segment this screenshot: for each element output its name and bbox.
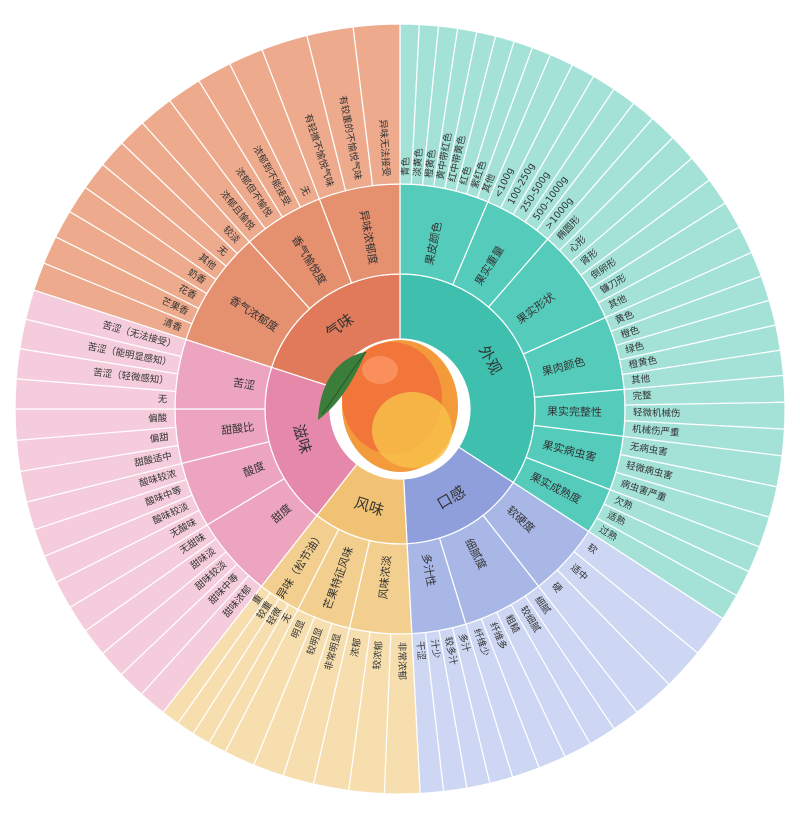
descriptor-label-appearance-4-2: 机械伤严重 <box>632 423 681 439</box>
descriptor-label-taste-2-1: 偏甜 <box>149 431 170 445</box>
attribute-label-taste-3: 苦涩 <box>232 376 256 392</box>
attribute-label-flavor-0: 风味浓淡 <box>377 555 394 600</box>
descriptor-label-appearance-3-4: 其他 <box>631 372 652 386</box>
descriptor-label-texture-2-3: 干涩 <box>414 641 427 661</box>
descriptor-label-aroma-2-2: 异味无法接受 <box>377 119 392 177</box>
descriptor-label-texture-2-2: 汁少 <box>428 639 443 660</box>
descriptor-label-appearance-0-0: 青色 <box>399 156 411 176</box>
descriptor-label-appearance-4-1: 轻微机械伤 <box>633 407 681 420</box>
descriptor-label-appearance-3-1: 橙色 <box>619 324 641 342</box>
mango-icon <box>318 340 458 472</box>
descriptor-label-appearance-4-0: 完整 <box>632 389 652 402</box>
descriptor-label-flavor-0-0: 非常浓郁 <box>396 642 408 681</box>
descriptor-label-taste-3-0: 无 <box>157 394 167 405</box>
descriptor-label-taste-2-2: 偏酸 <box>148 412 168 425</box>
descriptor-label-aroma-1-3: 无 <box>298 185 312 199</box>
descriptor-label-flavor-0-2: 浓郁 <box>348 637 363 658</box>
descriptor-label-appearance-3-2: 绿色 <box>624 339 646 356</box>
descriptor-label-flavor-0-1: 较浓郁 <box>371 640 385 670</box>
attribute-label-appearance-4: 果实完整性 <box>547 404 602 419</box>
descriptor-label-appearance-0-5: 红色 <box>457 164 474 186</box>
wheel-rings <box>14 23 786 795</box>
descriptor-label-texture-2-0: 多汁 <box>456 632 473 654</box>
descriptor-aroma-2-2 <box>352 23 401 187</box>
descriptor-label-appearance-0-2: 橙黄色 <box>423 148 439 178</box>
attribute-label-texture-2: 多汁性 <box>419 552 439 587</box>
descriptor-label-appearance-0-1: 淡黄色 <box>411 147 425 177</box>
descriptor-label-appearance-3-3: 橙黄色 <box>628 354 659 371</box>
descriptor-label-texture-2-1: 较多汁 <box>442 636 460 667</box>
attribute-label-taste-2: 甜酸比 <box>220 419 254 437</box>
